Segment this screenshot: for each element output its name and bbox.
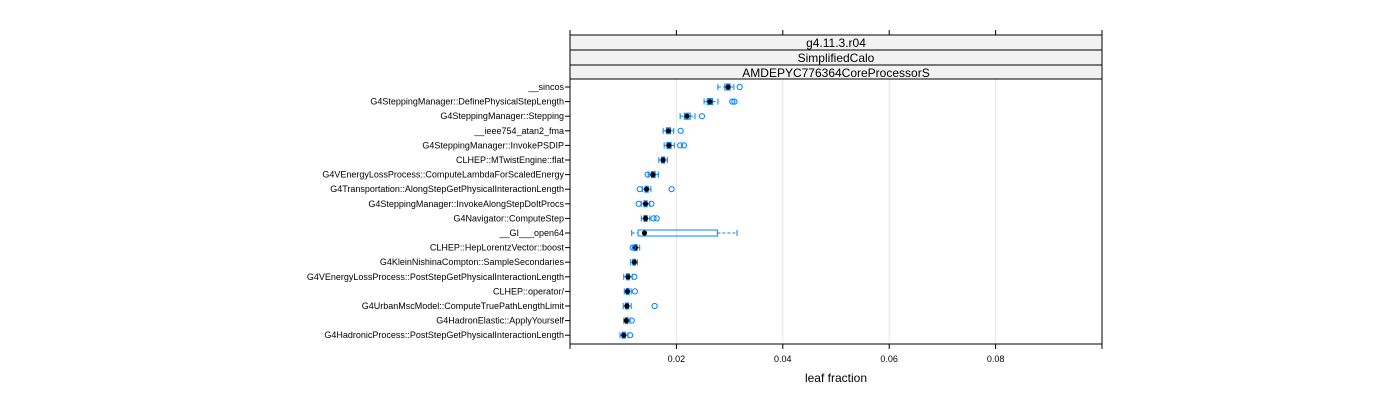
category-label: CLHEP::operator/ xyxy=(493,286,565,296)
outlier-point xyxy=(677,142,684,149)
box-8 xyxy=(636,185,675,193)
outlier-point xyxy=(698,113,706,120)
median-dot xyxy=(624,303,630,309)
median-dot xyxy=(642,215,649,221)
outlier-point xyxy=(736,83,743,91)
outlier-point xyxy=(627,332,634,339)
outlier-point xyxy=(677,127,684,134)
outlier-point xyxy=(629,244,636,251)
category-label: G4SteppingManager::DefinePhysicalStepLen… xyxy=(370,97,564,107)
iqr-box xyxy=(683,112,691,120)
strip-label-3: AMDEPYC776364CoreProcessorS xyxy=(742,66,929,80)
outlier-point xyxy=(729,98,736,105)
median-dot xyxy=(624,288,631,294)
outlier-point xyxy=(668,186,675,193)
outlier-point xyxy=(648,200,655,207)
box-6 xyxy=(658,156,668,164)
box-18 xyxy=(619,331,634,339)
panel-frame xyxy=(569,78,1103,345)
median-dot xyxy=(641,230,648,236)
outlier-point xyxy=(731,98,738,105)
outlier-point xyxy=(635,200,642,207)
x-tick-label: 0.08 xyxy=(987,354,1005,364)
box-9 xyxy=(635,200,655,208)
category-label: CLHEP::HepLorentzVector::boost xyxy=(430,243,565,253)
category-label: G4KleinNishinaCompton::SampleSecondaries xyxy=(380,257,565,267)
median-dot xyxy=(625,274,631,280)
x-axis: 0.02 0.04 0.06 0.08 xyxy=(569,30,1103,364)
outlier-point xyxy=(650,215,657,222)
box-14 xyxy=(623,273,638,281)
median-dot xyxy=(621,332,627,338)
category-label: G4VEnergyLossProcess::ComputeLambdaForSc… xyxy=(322,170,564,180)
category-label: G4VEnergyLossProcess::PostStepGetPhysica… xyxy=(307,272,564,282)
x-tick-label: 0.02 xyxy=(668,354,686,364)
outlier-point xyxy=(631,288,639,295)
box-12 xyxy=(629,244,641,252)
category-label: __ieee754_atan2_fma xyxy=(473,126,564,136)
median-dot xyxy=(623,318,629,324)
outlier-point xyxy=(636,186,643,193)
strip-label-2: SimplifiedCalo xyxy=(798,51,875,65)
iqr-box xyxy=(706,98,714,106)
median-dot xyxy=(644,186,650,192)
outlier-point xyxy=(644,171,651,178)
category-label: CLHEP::MTwistEngine::flat xyxy=(456,155,565,165)
category-label: G4SteppingManager::Stepping xyxy=(440,111,564,121)
box-5 xyxy=(663,141,687,149)
median-dot xyxy=(665,128,672,134)
x-tick-label: 0.04 xyxy=(774,354,792,364)
category-label: __sincos xyxy=(527,82,564,92)
box-4 xyxy=(662,127,684,135)
grid-lines xyxy=(675,79,997,344)
outlier-point xyxy=(628,317,635,324)
outlier-point xyxy=(680,142,687,149)
category-label: G4HadronicProcess::PostStepGetPhysicalIn… xyxy=(324,330,564,340)
category-label: G4SteppingManager::InvokeAlongStepDoItPr… xyxy=(368,199,564,209)
box-11 xyxy=(631,229,738,237)
category-label: __GI___open64 xyxy=(498,228,564,238)
outlier-point xyxy=(651,302,658,310)
x-axis-label: leaf fraction xyxy=(805,371,867,385)
strip-label-1: g4.11.3.r04 xyxy=(806,36,866,50)
median-dot xyxy=(660,157,666,163)
box-2 xyxy=(703,98,738,106)
median-dot xyxy=(684,113,690,119)
box-1 xyxy=(717,83,743,91)
iqr-box xyxy=(637,229,718,237)
category-label: G4UrbanMscModel::ComputeTruePathLengthLi… xyxy=(362,301,565,311)
median-dot xyxy=(725,84,731,90)
box-13 xyxy=(630,258,639,266)
box-17 xyxy=(623,317,635,325)
category-label: G4Navigator::ComputeStep xyxy=(453,213,564,223)
median-dot xyxy=(642,201,649,207)
x-tick-label: 0.06 xyxy=(880,354,898,364)
median-dot xyxy=(666,142,672,148)
category-label: G4HadronElastic::ApplyYourself xyxy=(436,316,564,326)
category-labels: __sincosG4SteppingManager::DefinePhysica… xyxy=(307,82,570,340)
box-3 xyxy=(679,112,706,120)
median-dot xyxy=(707,99,713,105)
outlier-point xyxy=(653,215,660,222)
median-dot xyxy=(631,259,637,265)
box-15 xyxy=(623,287,639,295)
outlier-point xyxy=(631,273,638,280)
box-10 xyxy=(640,214,660,222)
median-dot xyxy=(650,172,656,178)
category-label: G4Transportation::AlongStepGetPhysicalIn… xyxy=(330,184,564,194)
category-label: G4SteppingManager::InvokePSDIP xyxy=(422,140,564,150)
box-16 xyxy=(622,302,658,310)
boxes xyxy=(619,83,743,339)
box-7 xyxy=(644,171,659,179)
panel-strips: g4.11.3.r04 SimplifiedCalo AMDEPYC776364… xyxy=(569,34,1103,80)
